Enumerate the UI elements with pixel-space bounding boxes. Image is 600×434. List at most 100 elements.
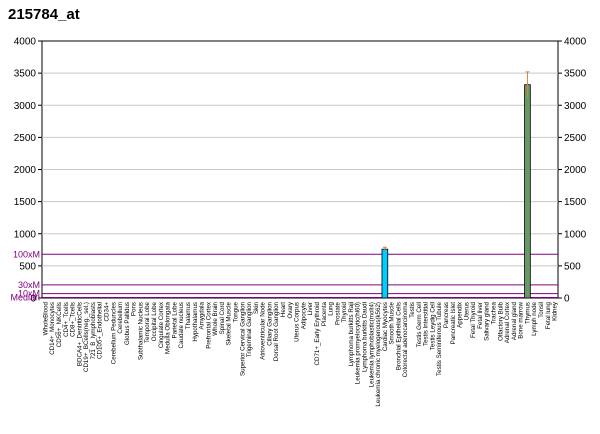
y-tick-label: 1500 [14,197,37,208]
y-tick-label: 500 [19,261,36,272]
x-tick-label: Adipocyte [300,301,307,329]
x-tick-label: Testis Germ Cell [416,302,423,347]
x-tick-label: Pons [131,302,138,316]
x-tick-label: Superior Cervical Ganglion [239,301,246,376]
x-tick-label: Uterus Corpus [294,302,301,342]
x-tick-label: Occipital Lobe [151,301,158,341]
x-tick-label: CD34+ [104,302,111,322]
y-tick-label: 3000 [14,101,37,112]
right-y-tick-label: 500 [564,261,581,272]
x-tick-label: Leukemia chronic myelogenous(k562) [375,302,382,407]
x-tick-label: Salivary gland [484,301,491,340]
x-tick-label: Testis [409,302,416,318]
reference-line-label: 30xM [18,280,40,290]
x-tick-label: Kidney [552,301,559,321]
y-tick-label: 3500 [14,69,37,80]
reference-line-label: 100xM [13,249,40,259]
x-tick-label: CD56+_NKCells [56,302,63,347]
right-y-tick-label: 4000 [564,37,587,48]
x-tick-label: Thyroid [341,301,348,322]
chart-title: 215784_at [8,6,80,23]
x-tick-label: CD105+_Endothelial [97,302,104,359]
x-tick-label: Liver [307,302,314,315]
x-tick-label: Leukemia lymphoblastic(molt4) [368,302,375,387]
x-tick-label: Fetal lung [545,301,552,329]
x-tick-label: Testis Interstitial [423,302,430,346]
x-tick-label: Caudate nucleus [178,302,185,348]
x-tick-label: CD71+_Early Erythroid [314,301,321,365]
x-tick-label: Whole Brain [212,301,219,335]
x-tick-label: Subthalamic Nucleus [137,302,144,360]
x-tick-label: Bronchial Epithelial Cells [395,302,402,370]
x-tick-label: Hypothalamus [192,302,199,342]
x-tick-label: Smooth Muscle [389,301,396,344]
x-tick-label: Appendix [457,301,464,328]
x-tick-label: Spinal Cord [219,301,226,334]
x-tick-label: Lung [328,301,335,315]
x-tick-label: Prefrontal Cortex [205,301,212,349]
x-tick-label: Colorectal adenocarcinoma [402,301,409,377]
right-y-tick-label: 1500 [564,197,587,208]
bar [381,248,389,299]
x-tick-label: Heart [280,302,287,317]
x-tick-label: CD14+_Monocytes [49,302,56,355]
x-tick-label: Medulla Oblongata [165,301,172,353]
x-tick-label: Trigeminal Ganglion [246,301,253,357]
x-tick-label: Testis Seminiferous Tubule [436,301,443,375]
x-tick-label: Amygdala [199,301,206,329]
right-y-tick-label: 0 [564,294,570,305]
x-tick-label: Cingulate Cortex [158,301,165,348]
reference-line-label: Median [10,293,40,303]
x-tick-label: Adrenal Cortex [504,301,511,343]
x-tick-label: BDCA4+_DentriticCells [76,302,83,366]
x-tick-label: Temporal Lobe [144,301,151,342]
x-tick-label: Ciliary Ganglion [266,301,273,345]
x-tick-label: Cerebellum Peduncles [110,302,117,364]
right-y-tick-label: 2000 [564,165,587,176]
x-tick-label: Lymph node [531,301,538,335]
x-tick-label: Fetal Thyroid [470,301,477,338]
x-tick-label: Bone marrow [518,301,525,338]
x-tick-label: Tonsil [538,302,545,318]
right-y-tick-label: 3000 [564,101,587,112]
x-tick-label: Thalamus [185,302,192,329]
y-tick-label: 4000 [14,37,37,48]
bar [524,84,531,299]
x-tick-label: Prostate [334,301,341,325]
x-tick-label: WholeBlood [42,301,49,335]
x-tick-label: Lymphoma burkitts Daudi [362,302,369,372]
y-tick-label: 1000 [14,229,37,240]
x-tick-label: Placenta [321,301,328,326]
x-tick-label: Dorsal Root Ganglion [273,301,280,361]
y-tick-label: 0 [30,294,36,305]
x-tick-label: Ovary [287,301,294,318]
x-tick-label: Atrioventricular Node [260,301,267,359]
x-tick-label: Globus Pallidus [124,302,131,345]
x-tick-label: CD4+_Tcells [63,302,70,337]
x-tick-label: Thymus [524,302,531,324]
y-tick-label: 2000 [14,165,37,176]
reference-line-label: 10xM [18,289,40,299]
x-tick-label: Olfactory Bulb [497,301,504,340]
right-y-tick-label: 2500 [564,133,587,144]
x-tick-label: Leukemia promyelocytic(hl60) [355,302,362,384]
x-tick-label: Fetal liver [477,302,484,329]
x-tick-label: Testis Leydig Cell [429,302,436,350]
x-tick-label: CD8+_Tcells [70,302,77,337]
x-tick-label: Pancreas [443,302,450,328]
x-tick-label: Pancreatic Islet [450,302,457,345]
x-tick-label: Skin [253,301,260,314]
x-tick-label: Adrenal gland [511,301,518,340]
x-tick-label: Parietal Lobe [171,301,178,338]
y-tick-label: 2500 [14,133,37,144]
x-tick-label: Trachea [491,301,498,324]
x-tick-label: Cerebellum [117,302,124,334]
x-tick-label: Lymphoma burkitts Raji [348,302,355,366]
x-tick-label: Skeletal Muscle [226,301,233,345]
x-tick-label: Cardiac Myocytes [382,302,389,351]
right-y-tick-label: 3500 [564,69,587,80]
x-tick-label: Uterus [463,302,470,320]
right-y-tick-label: 1000 [564,229,587,240]
x-tick-label: 721_B_lymphoblasts [90,302,97,359]
